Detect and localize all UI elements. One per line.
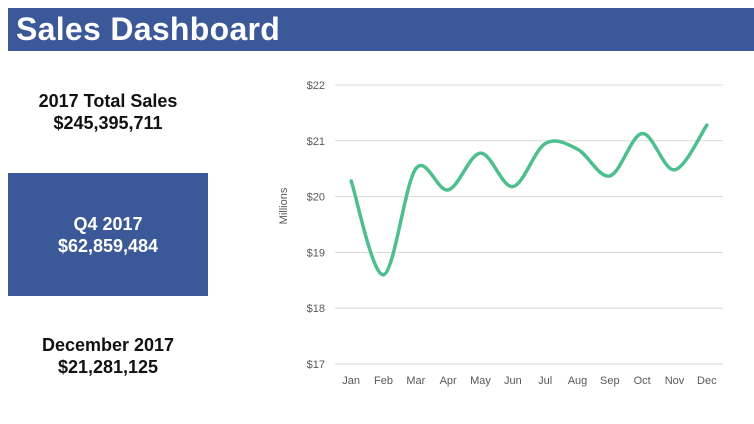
y-axis-label: Millions [278, 187, 290, 224]
data-point-apr [446, 188, 450, 192]
kpi-month-value: $21,281,125 [57, 357, 159, 377]
y-tick-label: $17 [307, 359, 325, 371]
x-tick-label: Jul [538, 375, 552, 387]
x-tick-label: Feb [374, 375, 393, 387]
chart-svg: $17 $18 $19 $20 $21 $22 Jan Feb Mar Apr May Jun Jul… [278, 80, 723, 387]
x-tick-label: Dec [697, 375, 717, 387]
x-tick-label: Sep [600, 375, 620, 387]
kpi-total-value: $245,395,711 [53, 113, 163, 133]
kpi-month-sales: December 2017 $21,281,125 [8, 334, 208, 378]
grid-lines [335, 84, 723, 365]
x-tick-label: Jun [504, 375, 522, 387]
x-axis-ticks: Jan Feb Mar Apr May Jun Jul Aug Sep Oct Nov Dec [342, 375, 717, 387]
data-points [349, 123, 709, 277]
kpi-total-sales: 2017 Total Sales $245,395,711 [8, 90, 208, 134]
data-point-may [479, 151, 482, 155]
y-tick-label: $18 [307, 303, 325, 315]
y-axis-ticks: $17 $18 $19 $20 $21 $22 [307, 80, 325, 371]
y-tick-label: $19 [307, 247, 325, 259]
data-point-mar [414, 167, 418, 171]
kpi-month-label: December 2017 [41, 335, 175, 355]
data-point-oct [640, 132, 644, 136]
data-point-jul [543, 142, 547, 146]
kpi-quarter-value: $62,859,484 [57, 235, 159, 256]
page-title: Sales Dashboard [16, 11, 281, 47]
header-bar: Sales Dashboard [8, 8, 754, 51]
kpi-quarter-card: Q4 2017 $62,859,484 [8, 173, 208, 296]
y-tick-label: $21 [307, 136, 325, 148]
kpi-quarter-label: Q4 2017 [73, 213, 143, 234]
x-tick-label: Jan [342, 375, 360, 387]
y-tick-label: $20 [307, 192, 325, 204]
data-point-sep [608, 174, 612, 178]
kpi-total-label: 2017 Total Sales [38, 91, 178, 111]
data-point-feb [382, 273, 385, 277]
data-point-nov [673, 168, 676, 172]
x-tick-label: Mar [406, 375, 425, 387]
x-tick-label: Aug [568, 375, 588, 387]
data-point-dec [705, 123, 709, 127]
x-tick-label: Apr [440, 375, 457, 387]
sales-line-chart: $17 $18 $19 $20 $21 $22 Jan Feb Mar Apr May Jun Jul… [268, 66, 754, 396]
data-point-aug [576, 147, 579, 151]
x-tick-label: May [470, 375, 491, 387]
x-tick-label: Oct [634, 375, 651, 387]
x-tick-label: Nov [665, 375, 685, 387]
data-point-jan [349, 179, 353, 183]
data-point-jun [511, 185, 515, 189]
y-tick-label: $22 [307, 80, 325, 92]
